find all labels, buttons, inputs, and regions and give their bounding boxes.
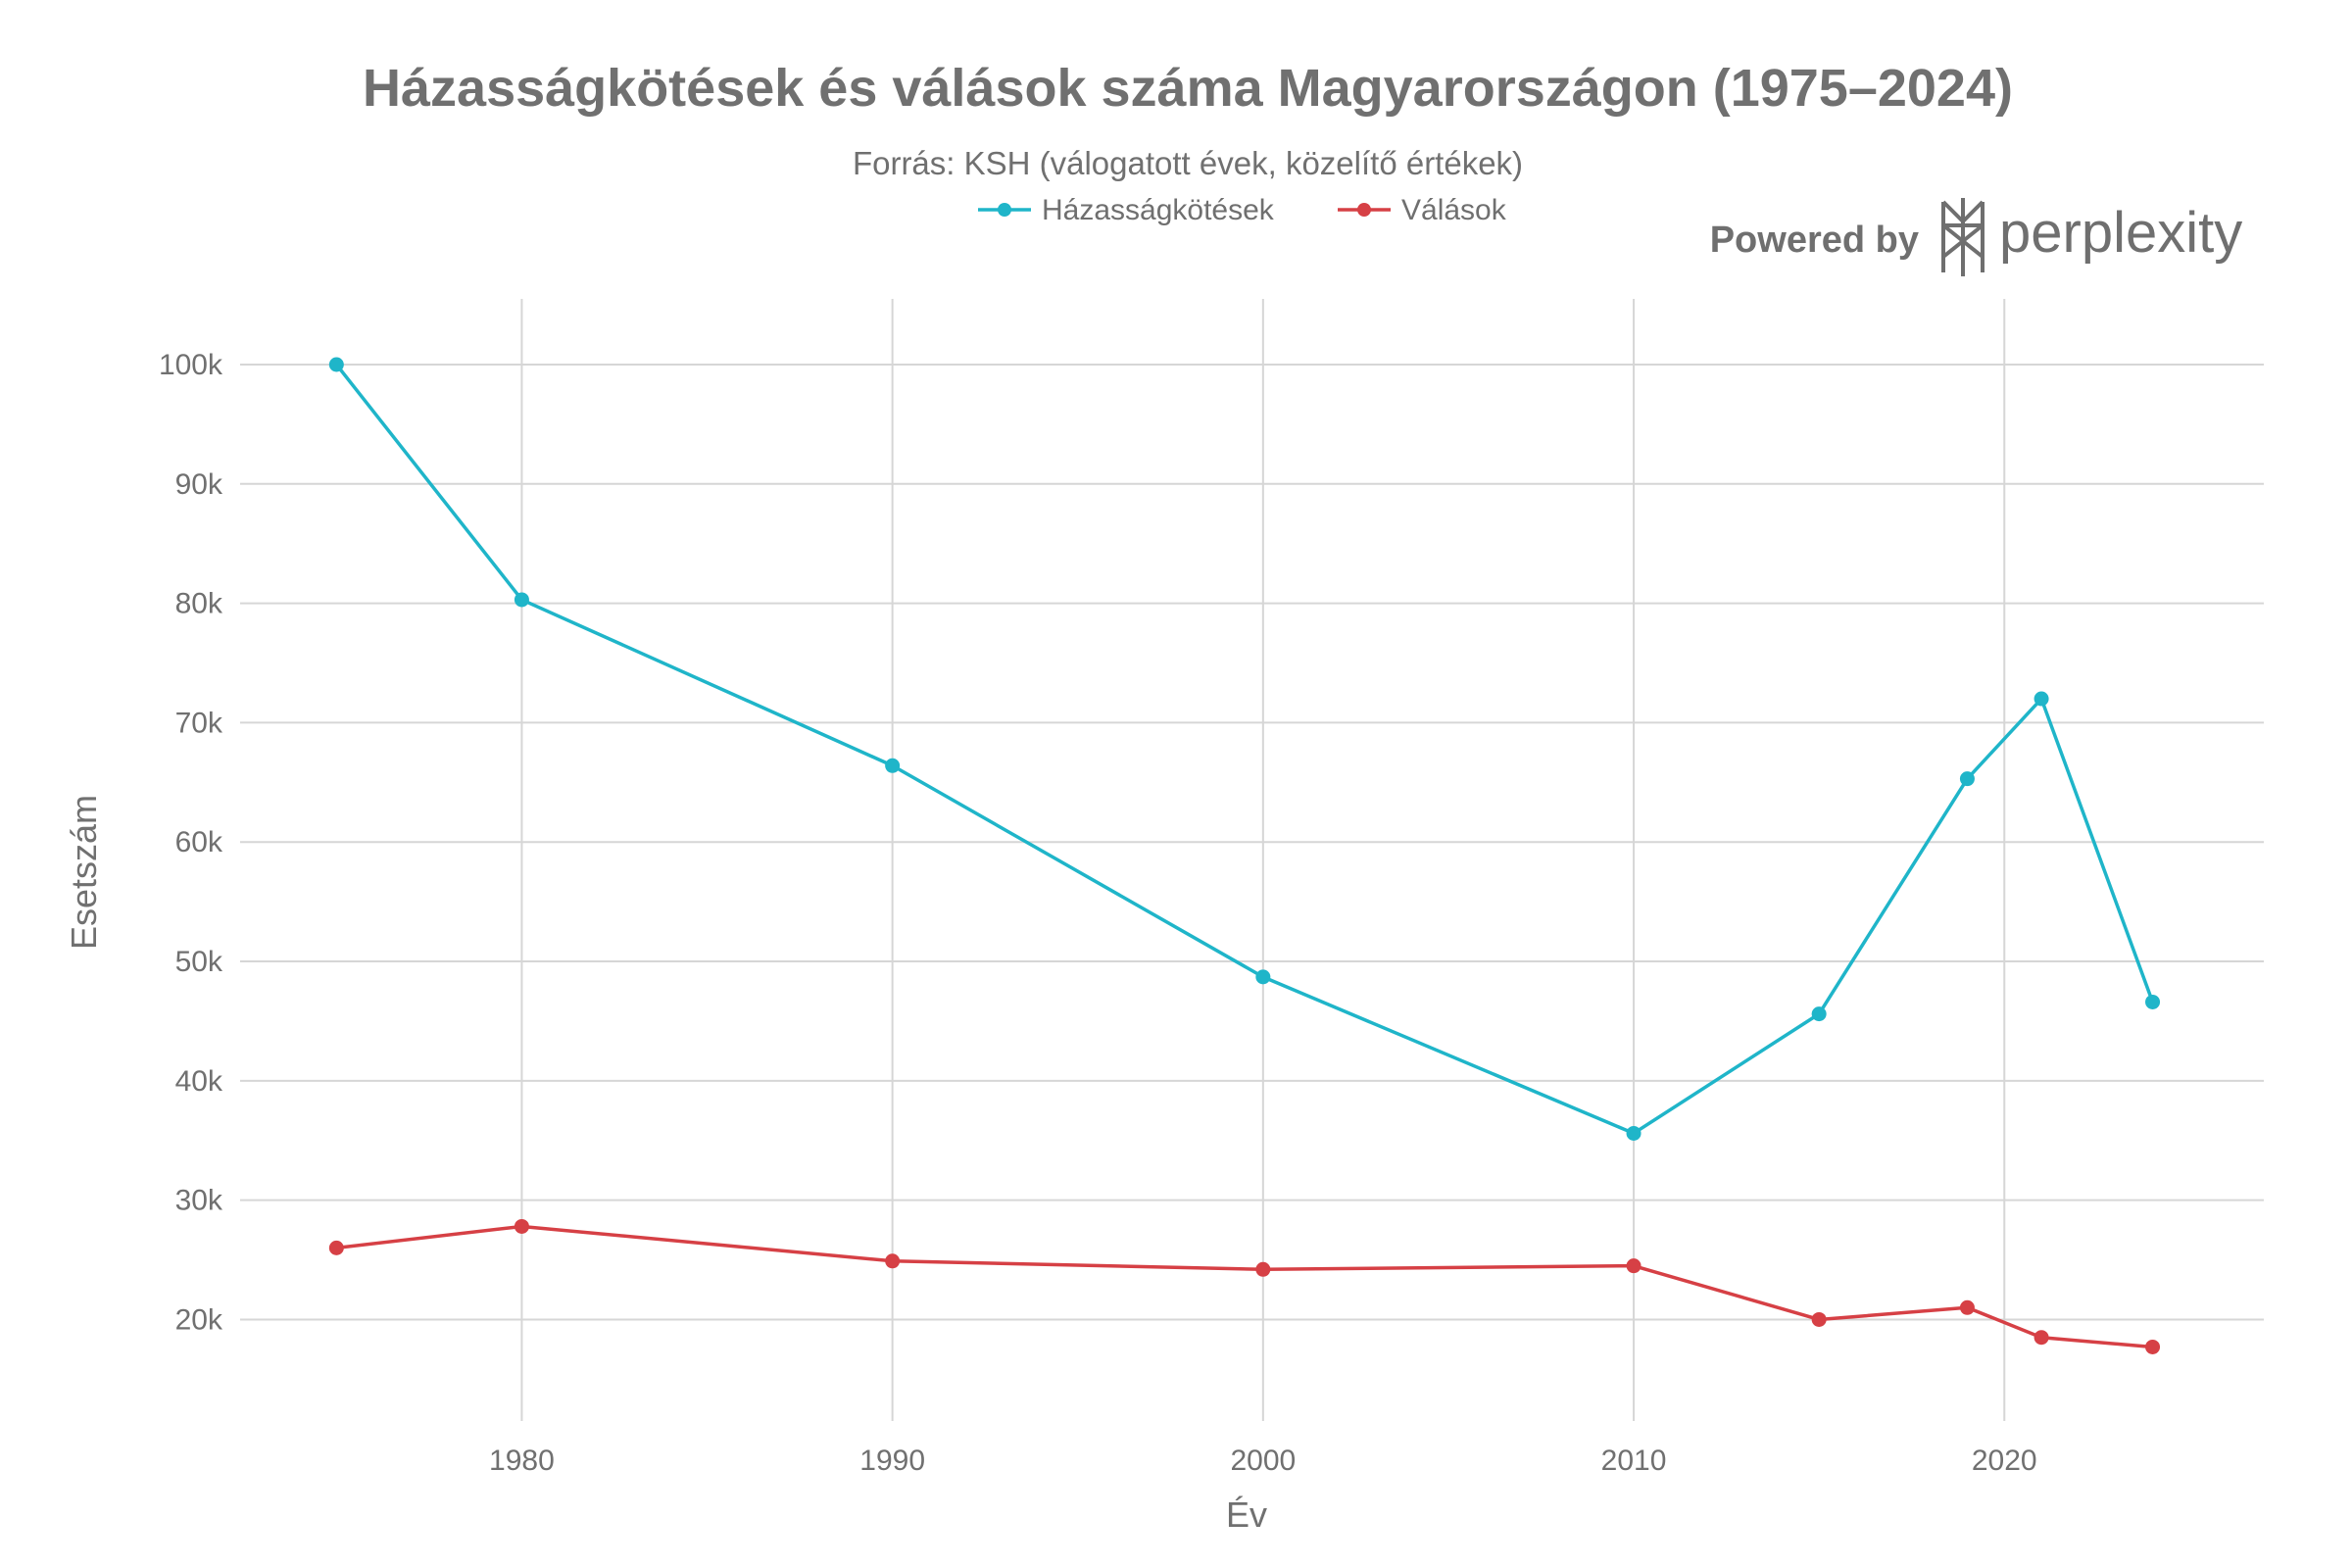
- legend-item-hazassagkotesek: Házasságkötések: [978, 194, 1275, 226]
- perplexity-logo-icon: [1941, 198, 1984, 276]
- legend-marker-valasok: [1357, 203, 1371, 217]
- data-point-valasok[interactable]: [1959, 1299, 1975, 1315]
- series-hazassagkotesek: [328, 357, 2161, 1141]
- data-point-hazassagkotesek[interactable]: [328, 357, 344, 372]
- x-tick-label: 2000: [1230, 1445, 1296, 1477]
- chart-subtitle: Forrás: KSH (válogatott évek, közelítő é…: [853, 145, 1523, 181]
- y-tick-label: 90k: [175, 468, 223, 501]
- y-tick-label: 60k: [175, 826, 223, 858]
- y-tick-label: 100k: [159, 349, 223, 381]
- legend: Házasságkötések Válások: [978, 194, 1507, 226]
- data-point-valasok[interactable]: [2034, 1330, 2049, 1346]
- legend-item-valasok: Válások: [1338, 194, 1507, 226]
- data-point-hazassagkotesek[interactable]: [1255, 969, 1271, 985]
- x-axis-title: Év: [1226, 1494, 1267, 1535]
- data-point-valasok[interactable]: [514, 1218, 529, 1234]
- series-line-valasok: [336, 1224, 2153, 1349]
- legend-marker-hazassagkotesek: [998, 203, 1011, 217]
- data-point-hazassagkotesek[interactable]: [514, 592, 529, 608]
- x-tick-labels: 1980 1990 2000 2010 2020: [489, 1445, 2037, 1477]
- y-tick-labels: 20k 30k 40k 50k 60k 70k 80k 90k 100k: [159, 349, 223, 1336]
- y-gridlines: [240, 363, 2264, 1321]
- legend-label-hazassagkotesek: Házasságkötések: [1042, 194, 1275, 226]
- x-tick-label: 1980: [489, 1445, 555, 1477]
- y-axis-title: Esetszám: [64, 795, 104, 950]
- data-point-hazassagkotesek[interactable]: [1811, 1006, 1827, 1022]
- y-tick-label: 40k: [175, 1065, 223, 1098]
- series-line-hazassagkotesek: [334, 363, 2155, 1136]
- legend-label-valasok: Válások: [1401, 194, 1507, 226]
- data-point-valasok[interactable]: [1626, 1258, 1642, 1274]
- data-point-hazassagkotesek[interactable]: [1959, 771, 1975, 787]
- x-tick-label: 1990: [859, 1445, 925, 1477]
- y-tick-label: 80k: [175, 588, 223, 620]
- series-layer: [328, 357, 2161, 1354]
- y-tick-label: 20k: [175, 1303, 223, 1336]
- y-tick-label: 70k: [175, 707, 223, 739]
- perplexity-wordmark: perplexity: [1999, 201, 2242, 265]
- x-tick-label: 2010: [1601, 1445, 1667, 1477]
- series-valasok: [328, 1218, 2161, 1354]
- branding: Powered by perplexity: [1710, 198, 2242, 276]
- x-tick-label: 2020: [1972, 1445, 2037, 1477]
- data-point-hazassagkotesek[interactable]: [2145, 994, 2161, 1009]
- y-tick-label: 30k: [175, 1185, 223, 1217]
- data-point-valasok[interactable]: [328, 1240, 344, 1255]
- y-tick-label: 50k: [175, 946, 223, 978]
- data-point-hazassagkotesek[interactable]: [885, 758, 901, 773]
- data-point-valasok[interactable]: [1811, 1311, 1827, 1327]
- data-point-hazassagkotesek[interactable]: [1626, 1125, 1642, 1141]
- data-point-valasok[interactable]: [2145, 1339, 2161, 1354]
- powered-by-text: Powered by: [1710, 220, 1919, 261]
- chart-title: Házasságkötések és válások száma Magyaro…: [363, 59, 2013, 118]
- data-point-hazassagkotesek[interactable]: [2034, 691, 2049, 707]
- x-gridlines: [520, 299, 2006, 1421]
- data-point-valasok[interactable]: [885, 1253, 901, 1269]
- data-point-valasok[interactable]: [1255, 1261, 1271, 1277]
